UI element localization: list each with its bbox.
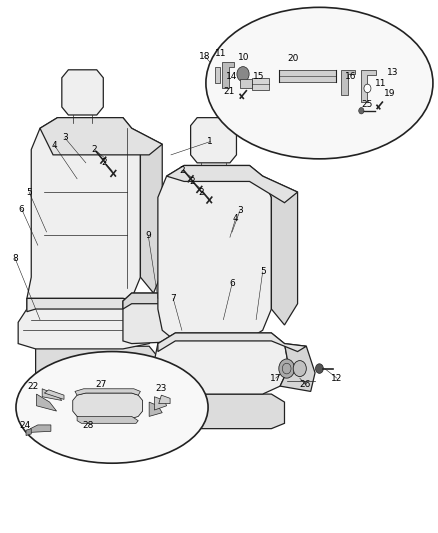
Text: 19: 19	[384, 88, 395, 98]
Text: 5: 5	[260, 268, 265, 276]
Ellipse shape	[206, 7, 433, 159]
Text: 14: 14	[226, 72, 238, 81]
Text: 2: 2	[179, 166, 185, 175]
Circle shape	[237, 67, 249, 82]
Text: 10: 10	[238, 53, 249, 62]
Polygon shape	[36, 394, 57, 411]
Text: 2: 2	[102, 158, 107, 167]
Polygon shape	[141, 301, 171, 341]
Text: 15: 15	[254, 71, 265, 80]
Polygon shape	[149, 402, 162, 416]
Text: 21: 21	[224, 86, 235, 95]
Text: 13: 13	[387, 68, 399, 77]
Polygon shape	[158, 333, 306, 352]
Text: 3: 3	[237, 206, 243, 215]
Polygon shape	[62, 70, 103, 115]
Polygon shape	[279, 70, 336, 82]
Text: 6: 6	[19, 205, 25, 214]
Polygon shape	[252, 78, 269, 90]
Polygon shape	[240, 79, 252, 88]
Polygon shape	[153, 333, 289, 394]
Text: 12: 12	[331, 374, 343, 383]
Circle shape	[293, 361, 306, 376]
Text: 16: 16	[345, 71, 357, 80]
Text: 11: 11	[375, 78, 386, 87]
Text: 8: 8	[12, 254, 18, 263]
Polygon shape	[77, 416, 138, 423]
Text: 2: 2	[199, 188, 205, 197]
Text: 20: 20	[287, 54, 299, 62]
Text: 6: 6	[229, 279, 235, 288]
Text: 7: 7	[170, 294, 176, 303]
Polygon shape	[30, 425, 51, 432]
Text: 22: 22	[28, 382, 39, 391]
Polygon shape	[40, 118, 162, 155]
Polygon shape	[191, 118, 237, 163]
Text: 1: 1	[207, 137, 213, 146]
Polygon shape	[75, 389, 141, 395]
Polygon shape	[159, 395, 170, 403]
Polygon shape	[123, 293, 219, 314]
Text: 18: 18	[199, 52, 211, 61]
Polygon shape	[73, 393, 143, 418]
Polygon shape	[27, 118, 141, 309]
Polygon shape	[123, 293, 201, 344]
Circle shape	[315, 364, 323, 373]
Text: 4: 4	[233, 214, 238, 223]
Text: 9: 9	[145, 231, 151, 240]
Polygon shape	[166, 165, 297, 203]
Polygon shape	[132, 128, 162, 293]
Polygon shape	[35, 346, 158, 383]
Text: 23: 23	[155, 384, 167, 393]
Text: 27: 27	[95, 380, 107, 389]
Polygon shape	[280, 344, 315, 391]
Text: 11: 11	[215, 50, 227, 58]
Polygon shape	[215, 67, 220, 83]
Text: 28: 28	[82, 422, 94, 431]
Text: 26: 26	[300, 380, 311, 389]
Polygon shape	[341, 70, 355, 95]
Polygon shape	[158, 165, 272, 341]
Text: 25: 25	[362, 100, 373, 109]
Polygon shape	[154, 397, 166, 410]
Polygon shape	[27, 298, 171, 317]
Circle shape	[279, 359, 294, 378]
Polygon shape	[18, 298, 158, 349]
Polygon shape	[223, 62, 234, 88]
Polygon shape	[166, 394, 285, 429]
Text: 4: 4	[52, 141, 57, 150]
Polygon shape	[26, 429, 31, 435]
Text: 3: 3	[62, 133, 68, 142]
Polygon shape	[361, 70, 376, 102]
Polygon shape	[193, 298, 228, 352]
Polygon shape	[44, 390, 64, 399]
Text: 2: 2	[189, 177, 195, 186]
Circle shape	[359, 108, 364, 114]
Text: 24: 24	[19, 422, 30, 431]
Ellipse shape	[16, 352, 208, 463]
Text: 17: 17	[270, 374, 282, 383]
Polygon shape	[263, 176, 297, 325]
Polygon shape	[42, 389, 62, 400]
Circle shape	[364, 84, 371, 93]
Text: 5: 5	[26, 188, 32, 197]
Text: 2: 2	[92, 145, 97, 154]
